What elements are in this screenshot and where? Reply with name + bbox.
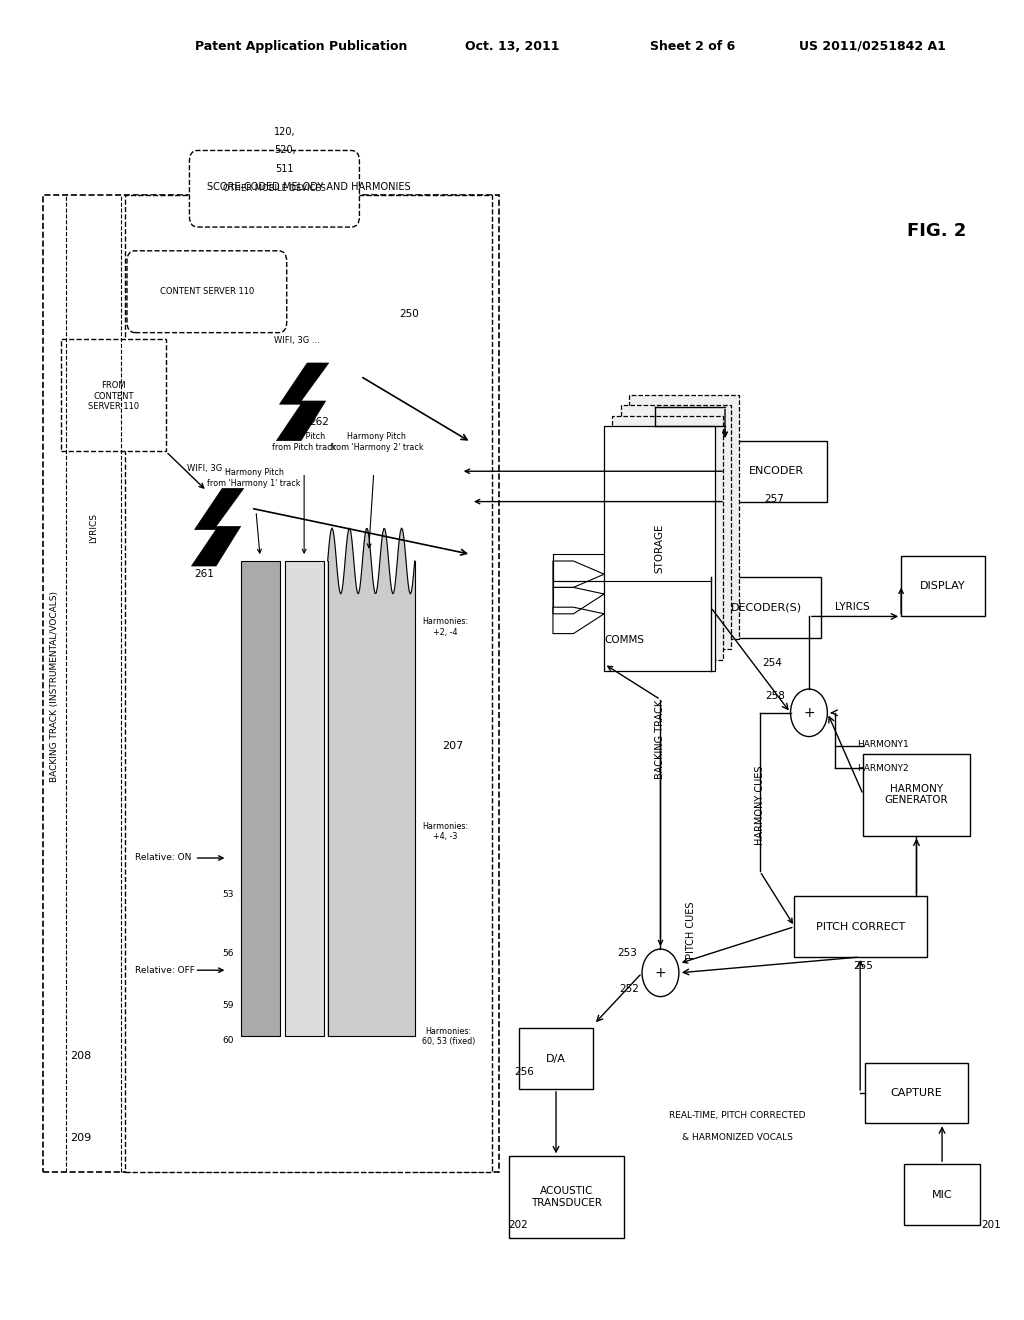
Text: STORAGE: STORAGE xyxy=(654,523,665,573)
Text: 257: 257 xyxy=(764,494,784,504)
Bar xyxy=(125,195,492,1172)
Text: HARMONY CUES: HARMONY CUES xyxy=(755,766,765,845)
Text: 511: 511 xyxy=(275,164,294,174)
Text: Sheet 2 of 6: Sheet 2 of 6 xyxy=(650,40,735,53)
Text: 207: 207 xyxy=(442,741,464,751)
Text: DISPLAY: DISPLAY xyxy=(921,581,966,591)
Text: DECODER(S): DECODER(S) xyxy=(730,602,802,612)
Text: FIG. 2: FIG. 2 xyxy=(907,222,967,240)
Text: Harmonies:
+4, -3: Harmonies: +4, -3 xyxy=(422,822,468,841)
FancyBboxPatch shape xyxy=(189,150,359,227)
Text: CONTENT SERVER 110: CONTENT SERVER 110 xyxy=(160,288,254,296)
Text: WIFI, 3G ...: WIFI, 3G ... xyxy=(187,465,233,473)
Bar xyxy=(43,195,499,1172)
Text: LYRICS: LYRICS xyxy=(89,513,97,543)
Text: Harmony Pitch
from 'Harmony 2' track: Harmony Pitch from 'Harmony 2' track xyxy=(330,433,424,451)
Text: LYRICS: LYRICS xyxy=(835,602,869,612)
Text: Relative: OFF: Relative: OFF xyxy=(135,966,195,974)
Bar xyxy=(61,339,166,451)
Text: 59: 59 xyxy=(222,1002,233,1010)
Bar xyxy=(509,1156,624,1238)
Text: FROM
CONTENT
SERVER 110: FROM CONTENT SERVER 110 xyxy=(88,381,139,411)
Text: Patent Application Publication: Patent Application Publication xyxy=(195,40,407,53)
Text: Oct. 13, 2011: Oct. 13, 2011 xyxy=(465,40,559,53)
Text: 253: 253 xyxy=(617,948,637,958)
Polygon shape xyxy=(191,488,244,566)
Bar xyxy=(604,426,715,671)
Polygon shape xyxy=(276,363,329,441)
Text: 256: 256 xyxy=(514,1067,534,1077)
Bar xyxy=(862,754,971,836)
Text: HARMONY
GENERATOR: HARMONY GENERATOR xyxy=(885,784,948,805)
Bar xyxy=(711,577,821,638)
Text: Relative: ON: Relative: ON xyxy=(135,854,191,862)
Bar xyxy=(901,556,985,616)
Text: PITCH CUES: PITCH CUES xyxy=(686,902,696,960)
Text: +: + xyxy=(654,966,667,979)
Text: MIC: MIC xyxy=(932,1189,952,1200)
Text: 202: 202 xyxy=(508,1220,527,1230)
Text: Harmonies:
+2, -4: Harmonies: +2, -4 xyxy=(422,618,468,636)
Text: REAL-TIME, PITCH CORRECTED: REAL-TIME, PITCH CORRECTED xyxy=(669,1111,806,1119)
Text: D/A: D/A xyxy=(546,1053,566,1064)
Text: COMMS: COMMS xyxy=(604,635,644,645)
Text: HARMONY2: HARMONY2 xyxy=(857,764,908,772)
Text: ACOUSTIC
TRANSDUCER: ACOUSTIC TRANSDUCER xyxy=(530,1187,602,1208)
Text: 261: 261 xyxy=(195,569,214,579)
Text: BACKING TRACK (INSTRUMENTAL/VOCALS): BACKING TRACK (INSTRUMENTAL/VOCALS) xyxy=(50,591,58,781)
Text: OTHER MOBILE DEVICES: OTHER MOBILE DEVICES xyxy=(223,185,326,193)
Text: Main Pitch
from Pitch track: Main Pitch from Pitch track xyxy=(272,433,336,451)
Bar xyxy=(285,561,324,1036)
Text: 208: 208 xyxy=(70,1051,91,1061)
Text: 520,: 520, xyxy=(273,145,296,156)
Bar xyxy=(621,405,731,649)
Text: WIFI, 3G ...: WIFI, 3G ... xyxy=(274,337,321,345)
Text: 56: 56 xyxy=(222,949,233,957)
Text: 254: 254 xyxy=(762,657,782,668)
Text: HARMONY1: HARMONY1 xyxy=(857,741,909,748)
Text: Harmonies:
60, 53 (fixed): Harmonies: 60, 53 (fixed) xyxy=(422,1027,475,1045)
Polygon shape xyxy=(328,528,415,1036)
Text: 252: 252 xyxy=(620,983,639,994)
Text: 255: 255 xyxy=(853,961,873,972)
Text: Harmony Pitch
from 'Harmony 1' track: Harmony Pitch from 'Harmony 1' track xyxy=(207,469,301,487)
Bar xyxy=(519,1028,593,1089)
FancyBboxPatch shape xyxy=(127,251,287,333)
Text: 120,: 120, xyxy=(273,127,296,137)
Text: +: + xyxy=(803,706,815,719)
Text: CAPTURE: CAPTURE xyxy=(891,1088,942,1098)
Text: 53: 53 xyxy=(222,891,233,899)
Bar xyxy=(629,395,739,639)
Bar xyxy=(904,1164,981,1225)
Text: 60: 60 xyxy=(222,1036,233,1044)
Text: PITCH CORRECT: PITCH CORRECT xyxy=(815,921,905,932)
Text: 262: 262 xyxy=(309,417,329,428)
Text: 201: 201 xyxy=(981,1220,1000,1230)
Text: US 2011/0251842 A1: US 2011/0251842 A1 xyxy=(799,40,945,53)
Bar xyxy=(725,441,827,502)
Text: BACKING TRACK: BACKING TRACK xyxy=(655,700,666,779)
Text: ENCODER: ENCODER xyxy=(749,466,804,477)
Text: & HARMONIZED VOCALS: & HARMONIZED VOCALS xyxy=(682,1134,793,1142)
Bar xyxy=(794,896,927,957)
Text: 250: 250 xyxy=(399,309,419,319)
Bar xyxy=(865,1063,968,1123)
Text: SCORE-CODED MELODY AND HARMONIES: SCORE-CODED MELODY AND HARMONIES xyxy=(208,182,411,193)
Text: 209: 209 xyxy=(70,1133,91,1143)
Bar xyxy=(612,416,723,660)
Bar xyxy=(241,561,280,1036)
Text: 258: 258 xyxy=(766,690,785,701)
